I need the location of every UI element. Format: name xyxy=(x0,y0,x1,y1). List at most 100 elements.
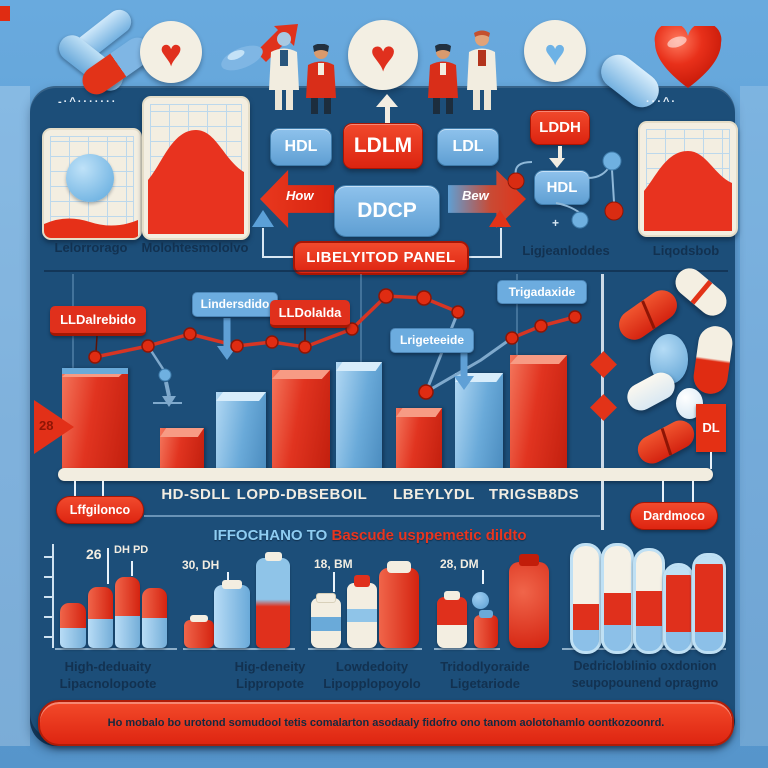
cylinder-2 xyxy=(88,587,113,648)
arrow-left-label: How xyxy=(286,188,314,203)
annotation-leader xyxy=(107,548,109,584)
bottle-blue-red xyxy=(256,552,290,648)
category-label-3-line2: Lipopplopoyolo xyxy=(323,676,421,691)
subheading-emphasis: Bascude usppemetic dildto xyxy=(331,527,527,544)
chart-label-blue3: Trigadaxide xyxy=(497,280,587,304)
down-arrow-icon xyxy=(549,146,568,168)
blue-heart-circle-icon: ♥ xyxy=(524,20,586,82)
bar-blue-2 xyxy=(336,362,382,470)
baseline xyxy=(183,648,295,650)
capsule-tube-2 xyxy=(601,543,634,654)
chart-label-lld2: LLDolalda xyxy=(270,300,350,328)
businessman-figure-icon-2 xyxy=(424,43,462,114)
bottle-red-white xyxy=(437,591,467,648)
hdl-box: HDL xyxy=(270,128,332,166)
subheading: IFFOCHANO TO Bascude usppemetic dildto xyxy=(10,527,730,544)
axis-tick xyxy=(692,481,694,502)
right-edge-strip xyxy=(740,86,768,746)
annotation-leader xyxy=(131,561,133,576)
annotation-2: 30, DH xyxy=(182,558,220,572)
bottle-red-cap xyxy=(347,575,377,648)
crossed-pills-icon xyxy=(52,4,157,100)
tag-connector-line xyxy=(144,515,600,517)
chart-label-lld1: LLDalrebido xyxy=(50,306,146,336)
corner-red-notch xyxy=(0,6,10,21)
bar-red-2 xyxy=(160,428,204,470)
jar-red xyxy=(379,561,419,648)
blue-dot-pill-icon xyxy=(472,592,489,609)
up-arrow-icon xyxy=(376,94,398,123)
hdl2-box: HDL xyxy=(534,170,590,205)
annotation-1-units: DH PD xyxy=(114,544,149,556)
category-label-3: Lowdedoity Lipopplopoyolo xyxy=(302,658,442,692)
bar-red-5 xyxy=(510,355,567,470)
doctor-figure-icon xyxy=(266,30,302,114)
arrow-right-label: Bew xyxy=(462,188,489,203)
axis-tick xyxy=(102,481,104,497)
thumbnail-area-chart xyxy=(142,96,250,240)
annotation-1-value: 26 xyxy=(86,546,102,562)
molecule-group-label: Ligjeanloddes xyxy=(522,243,610,258)
axis-divider-tick xyxy=(601,481,604,530)
molecule-connectors xyxy=(507,151,624,229)
cylinder-4 xyxy=(142,588,167,648)
bottle-blue-tall xyxy=(214,580,250,648)
chart-label-blue1: Lindersdido xyxy=(192,292,278,317)
plus-mark: + xyxy=(552,216,560,230)
category-label-5: Dedricloblinio oxdonion seupopounend opr… xyxy=(554,658,736,692)
category-label-4-line2: Ligetariode xyxy=(449,676,521,691)
category-label-2-line2: Lippropote xyxy=(236,676,304,691)
category-label-1-line1: High-deduaity xyxy=(64,659,152,674)
axis-tick xyxy=(662,481,664,502)
capsule-tube-1 xyxy=(570,543,602,654)
banner-connector-left xyxy=(262,228,298,258)
title-banner: LIBELYITOD PANEL xyxy=(293,241,469,275)
mini-axis-tick xyxy=(44,596,53,598)
axis-label-2: LOPD-DBSEBOIL xyxy=(236,486,368,503)
category-label-4-line1: Tridodlyoraide xyxy=(440,659,530,674)
category-label-3-line1: Lowdedoity xyxy=(335,659,409,674)
decor-dots-left: -·^······· xyxy=(58,96,118,108)
axis-label-4: TRIGSB8DS xyxy=(488,486,580,503)
cylinder-3 xyxy=(115,577,140,648)
capsule-tube-5 xyxy=(692,553,726,654)
footer-note: Ho mobalo bo urotond somudool tetis coma… xyxy=(107,717,665,729)
annotation-4: 28, DM xyxy=(440,557,479,571)
baseline xyxy=(308,648,422,650)
businessman-figure-icon xyxy=(302,43,340,114)
left-marker-triangle: 28 xyxy=(34,400,74,454)
category-label-2-line1: Hig-deneity xyxy=(234,659,306,674)
bottle-big-red xyxy=(509,554,549,648)
left-edge-strip xyxy=(0,86,30,746)
annotation-leader xyxy=(333,572,335,592)
bar-red-3 xyxy=(272,370,330,470)
x-axis-bar xyxy=(58,468,713,481)
category-label-2: Hig-deneity Lippropote xyxy=(200,658,340,692)
thumbnail1-label: Lelorrorago xyxy=(54,240,128,255)
category-label-5-line1: Dedricloblinio oxdonion xyxy=(573,659,717,673)
thumbnail-scatter-chart xyxy=(42,128,142,240)
cylinder-1 xyxy=(60,603,86,648)
capsule-tube-3 xyxy=(633,548,665,654)
bar-red-4 xyxy=(396,408,442,470)
decor-dots-right: ···^· xyxy=(646,96,678,108)
left-marker-value: 28 xyxy=(39,418,54,433)
axis-tag-right: Dardmoco xyxy=(630,502,718,530)
mini-axis-tick xyxy=(44,616,53,618)
ldl-box: LDL xyxy=(437,128,499,166)
annotation-leader xyxy=(227,572,229,585)
banner-connector-right xyxy=(463,228,502,258)
annotation-leader xyxy=(482,570,484,584)
red-heart-icon xyxy=(652,22,724,92)
thumbnail3-label: Liqodsbob xyxy=(652,243,720,258)
mini-axis-tick xyxy=(44,576,53,578)
axis-label-3: LBEYLYDL xyxy=(393,486,475,503)
bottle-white-blue-band xyxy=(311,593,341,648)
subheading-lead: IFFOCHANO TO xyxy=(213,527,332,544)
container-small-red xyxy=(184,615,214,648)
bar-blue-1 xyxy=(216,392,266,470)
mini-axis-tick xyxy=(44,636,53,638)
chart-label-blue2: Lrigeteeide xyxy=(390,328,474,353)
capsule-tube-4 xyxy=(663,563,694,654)
baseline xyxy=(55,648,177,650)
